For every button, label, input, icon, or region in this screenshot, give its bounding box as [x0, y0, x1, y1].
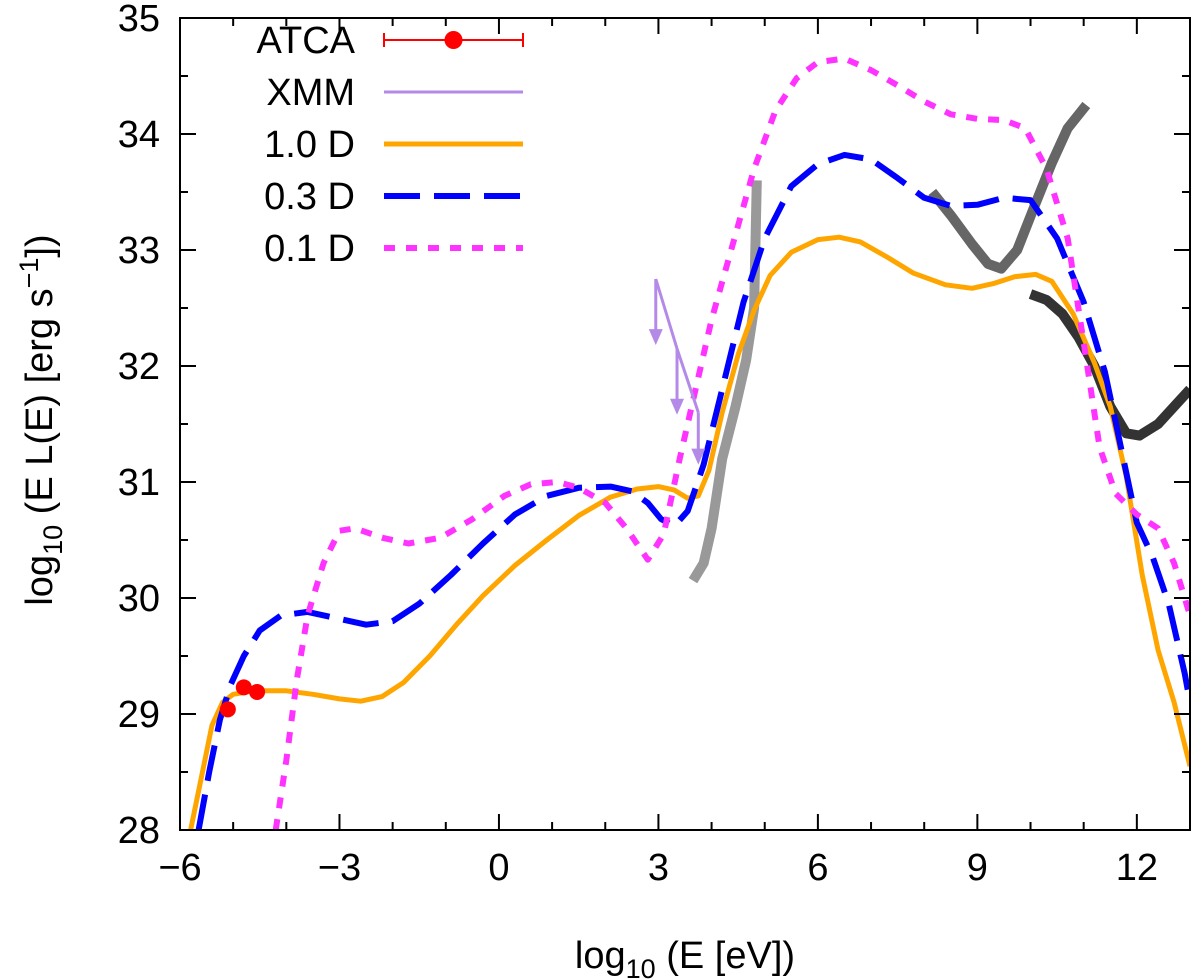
- series-line-1-0-d: [188, 234, 1190, 830]
- series-line-data-gray-1: [688, 180, 762, 584]
- xmm-upper-limit-arrow: [691, 448, 706, 465]
- y-tick-label: 31: [118, 462, 160, 504]
- legend-label-0-1-d: 0.1 D: [264, 228, 355, 270]
- y-tick-label: 34: [118, 114, 160, 156]
- legend-label-atca: ATCA: [256, 20, 355, 62]
- y-tick-label: 35: [118, 0, 160, 40]
- ticks-layer: −6 −3 0 3 6 9 12 28 29 30 31 32 33 34 35: [118, 0, 1191, 889]
- x-tick-label: 9: [967, 847, 988, 889]
- x-axis-title-sub: 10: [626, 954, 656, 980]
- atca-point: [219, 701, 236, 718]
- series-layer: [188, 55, 1190, 830]
- series-line-data-gray-2: [928, 101, 1091, 274]
- x-axis-title-prefix: log: [575, 935, 626, 977]
- atca-point: [249, 683, 266, 700]
- series-line-0-1-d: [272, 55, 1190, 830]
- x-axis-title: log10 (E [eV]): [575, 935, 795, 980]
- xmm-upper-limit-arrow: [670, 398, 685, 415]
- y-tick-label: 30: [118, 578, 160, 620]
- y-axis-title-prefix: log: [19, 555, 61, 606]
- y-axis-title-sub: 10: [38, 525, 68, 555]
- series-line-0-3-d: [195, 151, 1190, 830]
- legend-label-1-0-d: 1.0 D: [264, 124, 355, 166]
- y-axis-title-end: ]): [19, 234, 61, 257]
- y-tick-label: 32: [118, 346, 160, 388]
- y-axis-title: log10 (E L(E) [erg s−1]): [14, 234, 68, 605]
- atca-point: [235, 679, 252, 696]
- x-tick-label: 12: [1116, 847, 1158, 889]
- y-axis-title-sup: −1: [14, 258, 44, 289]
- xmm-upper-limit-arrow: [648, 329, 663, 346]
- legend-label-0-3-d: 0.3 D: [264, 176, 355, 218]
- x-tick-label: 3: [648, 847, 669, 889]
- x-tick-label: −6: [158, 847, 201, 889]
- x-tick-label: 0: [488, 847, 509, 889]
- y-axis-title-mid: (E L(E) [erg s: [19, 288, 61, 525]
- x-axis-title-rest: (E [eV]): [656, 935, 795, 977]
- x-tick-label: −3: [318, 847, 361, 889]
- y-tick-label: 28: [118, 810, 160, 852]
- legend: ATCA XMM 1.0 D 0.3 D 0.1 D: [256, 20, 524, 270]
- y-tick-label: 33: [118, 230, 160, 272]
- y-tick-label: 29: [118, 694, 160, 736]
- legend-swatch-atca-dot: [444, 31, 463, 49]
- x-tick-label: 6: [807, 847, 828, 889]
- legend-label-xmm: XMM: [266, 72, 355, 114]
